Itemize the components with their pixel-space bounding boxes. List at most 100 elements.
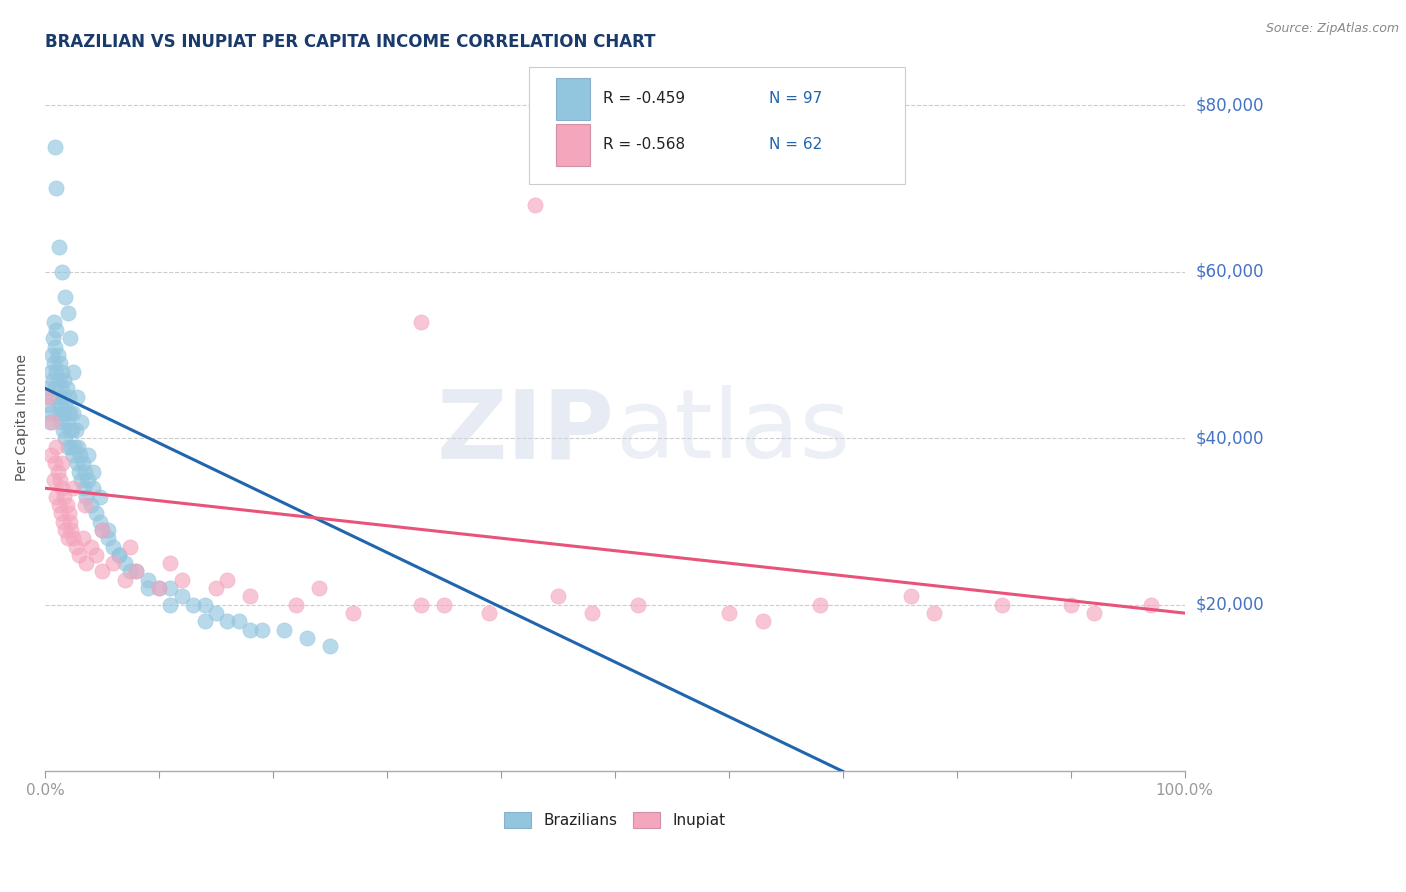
- Point: [58, 390, 80, 404]
- Point: [51, 365, 73, 379]
- Point: [433, 598, 456, 612]
- Point: [55, 431, 77, 445]
- Point: [55, 415, 77, 429]
- Point: [228, 615, 250, 629]
- Point: [56, 306, 79, 320]
- Point: [51, 481, 73, 495]
- Text: BRAZILIAN VS INUPIAT PER CAPITA INCOME CORRELATION CHART: BRAZILIAN VS INUPIAT PER CAPITA INCOME C…: [45, 33, 655, 51]
- Point: [59, 423, 82, 437]
- Point: [627, 598, 650, 612]
- Point: [49, 415, 72, 429]
- Point: [69, 448, 91, 462]
- Point: [44, 340, 66, 354]
- Point: [62, 448, 84, 462]
- Point: [524, 198, 547, 212]
- Point: [114, 556, 136, 570]
- Point: [1083, 606, 1105, 620]
- Point: [66, 440, 89, 454]
- Point: [62, 365, 84, 379]
- Point: [55, 498, 77, 512]
- Text: Source: ZipAtlas.com: Source: ZipAtlas.com: [1265, 22, 1399, 36]
- Point: [46, 390, 69, 404]
- Point: [295, 631, 318, 645]
- Point: [60, 423, 83, 437]
- Text: $60,000: $60,000: [1197, 263, 1264, 281]
- Point: [205, 581, 228, 595]
- Point: [91, 523, 114, 537]
- Point: [73, 498, 96, 512]
- Point: [42, 331, 65, 345]
- Point: [70, 473, 93, 487]
- Point: [53, 373, 76, 387]
- Point: [136, 573, 159, 587]
- Point: [37, 398, 59, 412]
- Point: [39, 406, 62, 420]
- Point: [46, 465, 69, 479]
- Point: [41, 348, 63, 362]
- Point: [52, 515, 75, 529]
- Point: [66, 456, 89, 470]
- Text: $20,000: $20,000: [1197, 596, 1264, 614]
- Point: [62, 531, 84, 545]
- Point: [125, 565, 148, 579]
- Point: [1060, 598, 1083, 612]
- Point: [72, 456, 94, 470]
- Point: [136, 581, 159, 595]
- Point: [55, 381, 77, 395]
- Point: [45, 323, 67, 337]
- Point: [52, 390, 75, 404]
- Point: [991, 598, 1014, 612]
- Text: ZIP: ZIP: [437, 385, 614, 478]
- Point: [108, 548, 131, 562]
- Bar: [555, 78, 589, 120]
- Text: N = 62: N = 62: [769, 137, 823, 153]
- Point: [60, 523, 83, 537]
- Point: [82, 481, 104, 495]
- Point: [73, 465, 96, 479]
- Point: [478, 606, 501, 620]
- Point: [51, 456, 73, 470]
- Point: [159, 581, 181, 595]
- Point: [120, 565, 142, 579]
- Point: [103, 556, 125, 570]
- Point: [409, 315, 432, 329]
- Point: [125, 565, 148, 579]
- Point: [159, 598, 181, 612]
- Point: [84, 506, 107, 520]
- Point: [44, 140, 66, 154]
- Point: [59, 406, 82, 420]
- Point: [75, 490, 97, 504]
- Point: [97, 531, 120, 545]
- Point: [547, 590, 569, 604]
- Point: [55, 290, 77, 304]
- Point: [39, 365, 62, 379]
- Point: [41, 415, 63, 429]
- Point: [717, 606, 740, 620]
- Point: [79, 540, 101, 554]
- FancyBboxPatch shape: [530, 67, 905, 184]
- Point: [62, 481, 84, 495]
- Point: [181, 598, 204, 612]
- Point: [70, 415, 93, 429]
- Text: R = -0.459: R = -0.459: [603, 91, 686, 106]
- Bar: [555, 124, 589, 166]
- Point: [45, 365, 67, 379]
- Point: [752, 615, 775, 629]
- Point: [51, 406, 73, 420]
- Point: [239, 590, 262, 604]
- Point: [37, 390, 59, 404]
- Point: [193, 615, 215, 629]
- Point: [91, 565, 114, 579]
- Point: [170, 590, 193, 604]
- Point: [91, 523, 114, 537]
- Point: [53, 406, 76, 420]
- Point: [217, 615, 239, 629]
- Point: [48, 406, 70, 420]
- Point: [44, 456, 66, 470]
- Point: [49, 473, 72, 487]
- Point: [148, 581, 170, 595]
- Point: [65, 423, 87, 437]
- Point: [900, 590, 922, 604]
- Point: [53, 490, 76, 504]
- Point: [89, 490, 111, 504]
